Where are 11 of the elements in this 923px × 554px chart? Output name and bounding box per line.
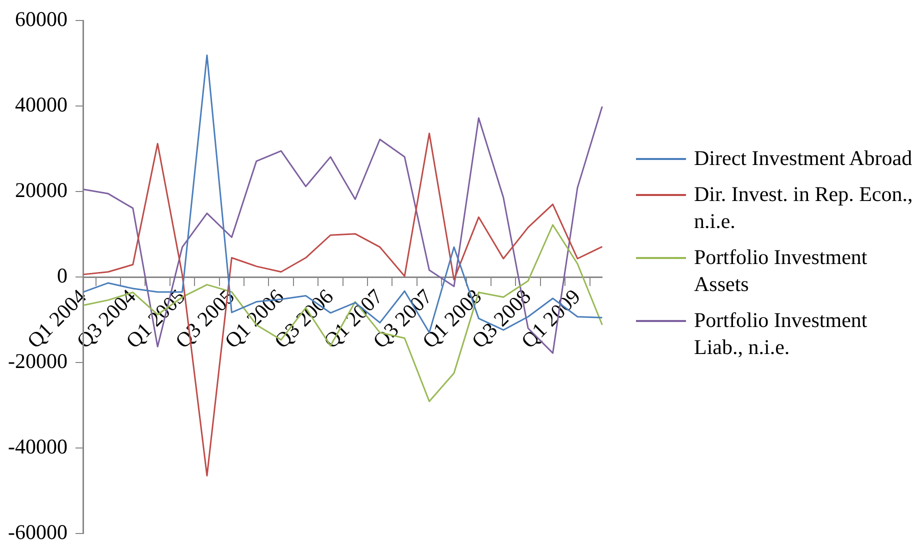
y-tick-label: -60000 — [8, 520, 68, 544]
y-tick-label: 40000 — [14, 92, 68, 117]
y-tick-label: 0 — [56, 264, 68, 288]
legend-label: Portfolio Investment Liab., n.i.e. — [694, 307, 868, 361]
y-tick-label: -20000 — [8, 348, 68, 373]
y-tick-label: -40000 — [8, 434, 68, 458]
y-tick-label: 60000 — [14, 7, 68, 32]
legend-label: Direct Investment Abroad — [694, 145, 912, 172]
legend-label: Dir. Invest. in Rep. Econ., n.i.e. — [694, 181, 914, 235]
legend-label: Portfolio Investment Assets — [694, 244, 868, 298]
y-tick-label: 20000 — [14, 178, 68, 202]
